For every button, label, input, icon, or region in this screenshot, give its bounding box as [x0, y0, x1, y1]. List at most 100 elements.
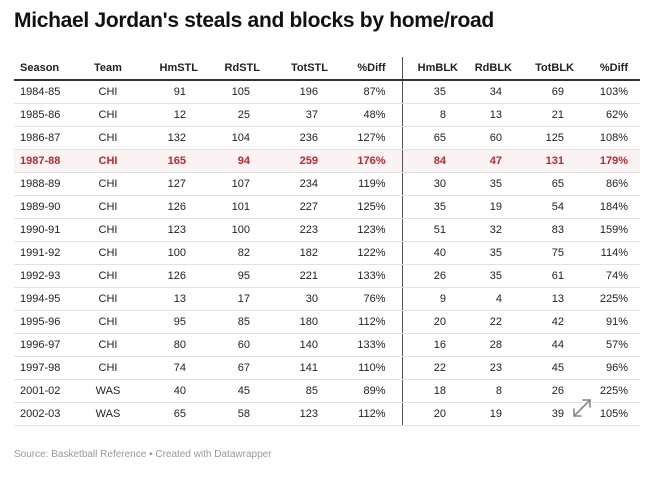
column-header-rdstl[interactable]: RdSTL	[204, 57, 272, 81]
cell-hmstl: 80	[134, 333, 204, 357]
cell-totblk: 61	[524, 264, 586, 288]
cell-hmblk: 8	[402, 103, 464, 127]
table-row: 1997-98 CHI 74 67 141 110% 22 23 45 96%	[14, 356, 640, 380]
cell-pblk: 159%	[586, 218, 640, 242]
cell-hmstl: 95	[134, 310, 204, 334]
cell-pblk: 114%	[586, 241, 640, 265]
cell-totstl: 227	[272, 195, 340, 219]
table-row: 1996-97 CHI 80 60 140 133% 16 28 44 57%	[14, 333, 640, 357]
cell-season: 1992-93	[14, 264, 82, 288]
cell-rdblk: 47	[464, 149, 524, 173]
column-header-totblk[interactable]: TotBLK	[524, 57, 586, 81]
cell-rdstl: 94	[204, 149, 272, 173]
cell-hmstl: 40	[134, 379, 204, 403]
cell-totstl: 180	[272, 310, 340, 334]
cell-rdblk: 34	[464, 80, 524, 104]
cell-season: 1997-98	[14, 356, 82, 380]
column-header-season[interactable]: Season	[14, 57, 82, 81]
table-row: 1994-95 CHI 13 17 30 76% 9 4 13 225%	[14, 287, 640, 311]
cell-totstl: 37	[272, 103, 340, 127]
cell-pblk: 103%	[586, 80, 640, 104]
table-row: 1987-88 CHI 165 94 259 176% 84 47 131 179%	[14, 149, 640, 173]
cell-hmstl: 74	[134, 356, 204, 380]
cell-totblk: 39	[524, 402, 586, 426]
cell-season: 1995-96	[14, 310, 82, 334]
cell-rdstl: 60	[204, 333, 272, 357]
cell-pstl: 112%	[340, 310, 403, 334]
cell-season: 2001-02	[14, 379, 82, 403]
cell-hmblk: 84	[402, 149, 464, 173]
column-header-pblk[interactable]: %Diff	[586, 57, 640, 81]
cell-rdblk: 28	[464, 333, 524, 357]
cell-pstl: 87%	[340, 80, 403, 104]
cell-season: 2002-03	[14, 402, 82, 426]
cell-hmblk: 9	[402, 287, 464, 311]
cell-season: 1984-85	[14, 80, 82, 104]
cell-rdstl: 85	[204, 310, 272, 334]
cell-totstl: 182	[272, 241, 340, 265]
cell-rdstl: 107	[204, 172, 272, 196]
cell-rdblk: 35	[464, 172, 524, 196]
cell-totstl: 140	[272, 333, 340, 357]
cell-hmstl: 165	[134, 149, 204, 173]
cell-totblk: 13	[524, 287, 586, 311]
cell-rdblk: 8	[464, 379, 524, 403]
source-note: Source: Basketball Reference • Created w…	[14, 449, 272, 460]
cell-rdstl: 58	[204, 402, 272, 426]
cell-season: 1991-92	[14, 241, 82, 265]
cell-team: CHI	[82, 287, 134, 311]
cell-pblk: 57%	[586, 333, 640, 357]
column-header-hmblk[interactable]: HmBLK	[402, 57, 464, 81]
cell-pstl: 110%	[340, 356, 403, 380]
cell-totblk: 21	[524, 103, 586, 127]
cell-season: 1994-95	[14, 287, 82, 311]
cell-totblk: 45	[524, 356, 586, 380]
column-header-team[interactable]: Team	[82, 57, 134, 81]
cell-totstl: 30	[272, 287, 340, 311]
table-row: 2001-02 WAS 40 45 85 89% 18 8 26 225%	[14, 379, 640, 403]
cell-hmblk: 22	[402, 356, 464, 380]
cell-hmstl: 126	[134, 264, 204, 288]
cell-rdstl: 82	[204, 241, 272, 265]
cell-rdstl: 67	[204, 356, 272, 380]
cell-rdstl: 25	[204, 103, 272, 127]
cell-totstl: 141	[272, 356, 340, 380]
cell-rdblk: 19	[464, 402, 524, 426]
cell-pblk: 91%	[586, 310, 640, 334]
cell-hmblk: 16	[402, 333, 464, 357]
chart-title: Michael Jordan's steals and blocks by ho…	[14, 9, 494, 32]
expand-arrows-icon[interactable]	[566, 392, 598, 424]
cell-hmblk: 26	[402, 264, 464, 288]
cell-pstl: 89%	[340, 379, 403, 403]
table-row: 1985-86 CHI 12 25 37 48% 8 13 21 62%	[14, 103, 640, 127]
cell-rdblk: 35	[464, 241, 524, 265]
table-body: 1984-85 CHI 91 105 196 87% 35 34 69 103% 1985-86 CH…	[14, 80, 640, 426]
column-header-totstl[interactable]: TotSTL	[272, 57, 340, 81]
cell-pstl: 123%	[340, 218, 403, 242]
cell-pblk: 96%	[586, 356, 640, 380]
cell-rdblk: 23	[464, 356, 524, 380]
cell-pstl: 125%	[340, 195, 403, 219]
cell-rdblk: 19	[464, 195, 524, 219]
column-header-rdblk[interactable]: RdBLK	[464, 57, 524, 81]
cell-hmstl: 127	[134, 172, 204, 196]
cell-pstl: 122%	[340, 241, 403, 265]
cell-team: CHI	[82, 218, 134, 242]
cell-pblk: 108%	[586, 126, 640, 150]
cell-pstl: 76%	[340, 287, 403, 311]
cell-hmblk: 40	[402, 241, 464, 265]
cell-hmstl: 65	[134, 402, 204, 426]
cell-rdstl: 95	[204, 264, 272, 288]
cell-pstl: 48%	[340, 103, 403, 127]
table-row: 1995-96 CHI 95 85 180 112% 20 22 42 91%	[14, 310, 640, 334]
column-header-pstl[interactable]: %Diff	[340, 57, 403, 81]
cell-hmblk: 20	[402, 310, 464, 334]
table-row: 1986-87 CHI 132 104 236 127% 65 60 125 108%	[14, 126, 640, 150]
cell-hmblk: 30	[402, 172, 464, 196]
cell-totblk: 26	[524, 379, 586, 403]
column-header-hmstl[interactable]: HmSTL	[134, 57, 204, 81]
cell-rdstl: 101	[204, 195, 272, 219]
cell-pblk: 86%	[586, 172, 640, 196]
cell-team: WAS	[82, 379, 134, 403]
cell-team: CHI	[82, 241, 134, 265]
